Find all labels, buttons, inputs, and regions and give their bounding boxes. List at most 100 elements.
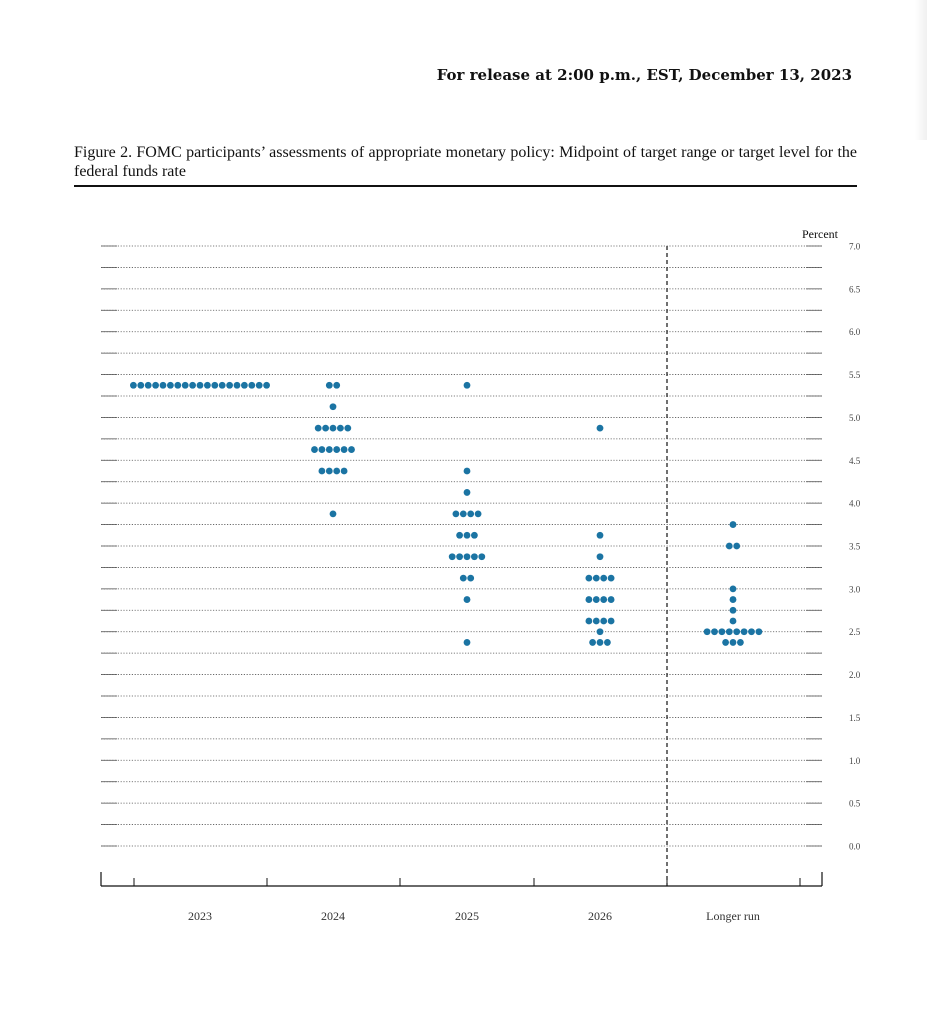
participant-dot (325, 446, 333, 453)
participant-dot (159, 381, 167, 389)
participant-dot (729, 585, 737, 593)
participant-dot (463, 489, 471, 496)
participant-dot (718, 628, 726, 636)
participant-dot (348, 446, 355, 453)
participant-dot (463, 381, 471, 389)
participant-dot (311, 446, 318, 453)
participant-dot (248, 381, 256, 389)
participant-dot (314, 424, 322, 432)
participant-dot (592, 574, 600, 582)
participant-dot (474, 510, 482, 518)
participant-dot (263, 381, 270, 389)
participant-dot (329, 424, 337, 432)
dots-layer (130, 381, 763, 646)
y-tick-label: 0.0 (849, 842, 861, 852)
participant-dot (478, 553, 486, 561)
figure-caption: Figure 2. FOMC participants’ assessments… (74, 144, 857, 180)
y-tick-label: 5.5 (849, 370, 861, 380)
participant-dot (463, 531, 471, 539)
participant-dot (452, 510, 460, 518)
y-tick-label: 4.0 (849, 499, 861, 509)
participant-dot (596, 628, 604, 636)
participant-dot (233, 381, 241, 389)
participant-dot (329, 510, 337, 518)
participant-dot (471, 531, 478, 539)
participant-dot (711, 628, 718, 636)
participant-dot (318, 467, 326, 475)
x-category-label: 2024 (321, 909, 345, 923)
y-tick-label: 6.0 (849, 327, 861, 337)
participant-dot (467, 510, 475, 518)
y-tick-label: 2.5 (849, 627, 861, 637)
participant-dot (463, 553, 471, 561)
y-tick-label: 7.0 (849, 242, 861, 252)
participant-dot (748, 628, 755, 636)
grid-layer (101, 245, 822, 847)
x-category-label: Longer run (706, 909, 760, 923)
axis-layer (100, 246, 823, 887)
participant-dot (600, 596, 608, 603)
participant-dot (459, 574, 467, 582)
participant-dot (600, 574, 608, 582)
participant-dot (137, 381, 145, 389)
participant-dot (733, 628, 741, 636)
participant-dot (325, 381, 333, 389)
participant-dot (189, 381, 197, 389)
x-category-label: 2025 (455, 909, 479, 923)
participant-dot (596, 639, 604, 646)
participant-dot (733, 542, 741, 550)
participant-dot (607, 596, 615, 603)
participant-dot (722, 639, 729, 646)
participant-dot (740, 628, 748, 636)
participant-dot (204, 381, 211, 389)
participant-dot (596, 531, 604, 539)
participant-dot (152, 381, 160, 389)
participant-dot (130, 381, 137, 389)
participant-dot (600, 617, 608, 625)
x-category-label: 2026 (588, 909, 612, 923)
participant-dot (181, 381, 189, 389)
y-tick-label: 5.0 (849, 413, 861, 423)
participant-dot (729, 639, 737, 646)
caption-rule (74, 185, 857, 187)
participant-dot (456, 553, 463, 561)
participant-dot (448, 553, 456, 561)
participant-dot (463, 467, 471, 475)
y-tick-label: 4.5 (849, 456, 861, 466)
participant-dot (337, 424, 344, 432)
participant-dot (585, 596, 593, 603)
participant-dot (167, 381, 174, 389)
participant-dot (725, 542, 733, 550)
participant-dot (729, 521, 737, 528)
participant-dot (322, 424, 329, 432)
participant-dot (589, 639, 596, 646)
participant-dot (463, 596, 471, 603)
participant-dot (596, 424, 604, 432)
participant-dot (255, 381, 263, 389)
participant-dot (333, 381, 341, 389)
participant-dot (471, 553, 478, 561)
label-layer: 0.0 0.5 1.0 1.5 2.0 2.5 3.0 3.5 4.0 4.5 5.0 5.5 6.0 6… (188, 227, 861, 923)
participant-dot (729, 617, 737, 625)
y-tick-label: 2.0 (849, 670, 861, 680)
participant-dot (340, 467, 348, 475)
participant-dot (729, 606, 737, 614)
participant-dot (592, 596, 600, 603)
participant-dot (226, 381, 234, 389)
participant-dot (737, 639, 744, 646)
x-category-label: 2023 (188, 909, 212, 923)
release-date-header: For release at 2:00 p.m., EST, December … (436, 66, 852, 84)
y-tick-label: 3.5 (849, 542, 861, 552)
participant-dot (333, 446, 341, 453)
participant-dot (318, 446, 326, 453)
participant-dot (241, 381, 248, 389)
participant-dot (218, 381, 226, 389)
participant-dot (333, 467, 341, 475)
participant-dot (196, 381, 204, 389)
page-edge-shadow (915, 0, 927, 140)
participant-dot (467, 574, 475, 582)
participant-dot (607, 617, 615, 625)
participant-dot (755, 628, 763, 636)
y-axis-label: Percent (802, 227, 839, 241)
